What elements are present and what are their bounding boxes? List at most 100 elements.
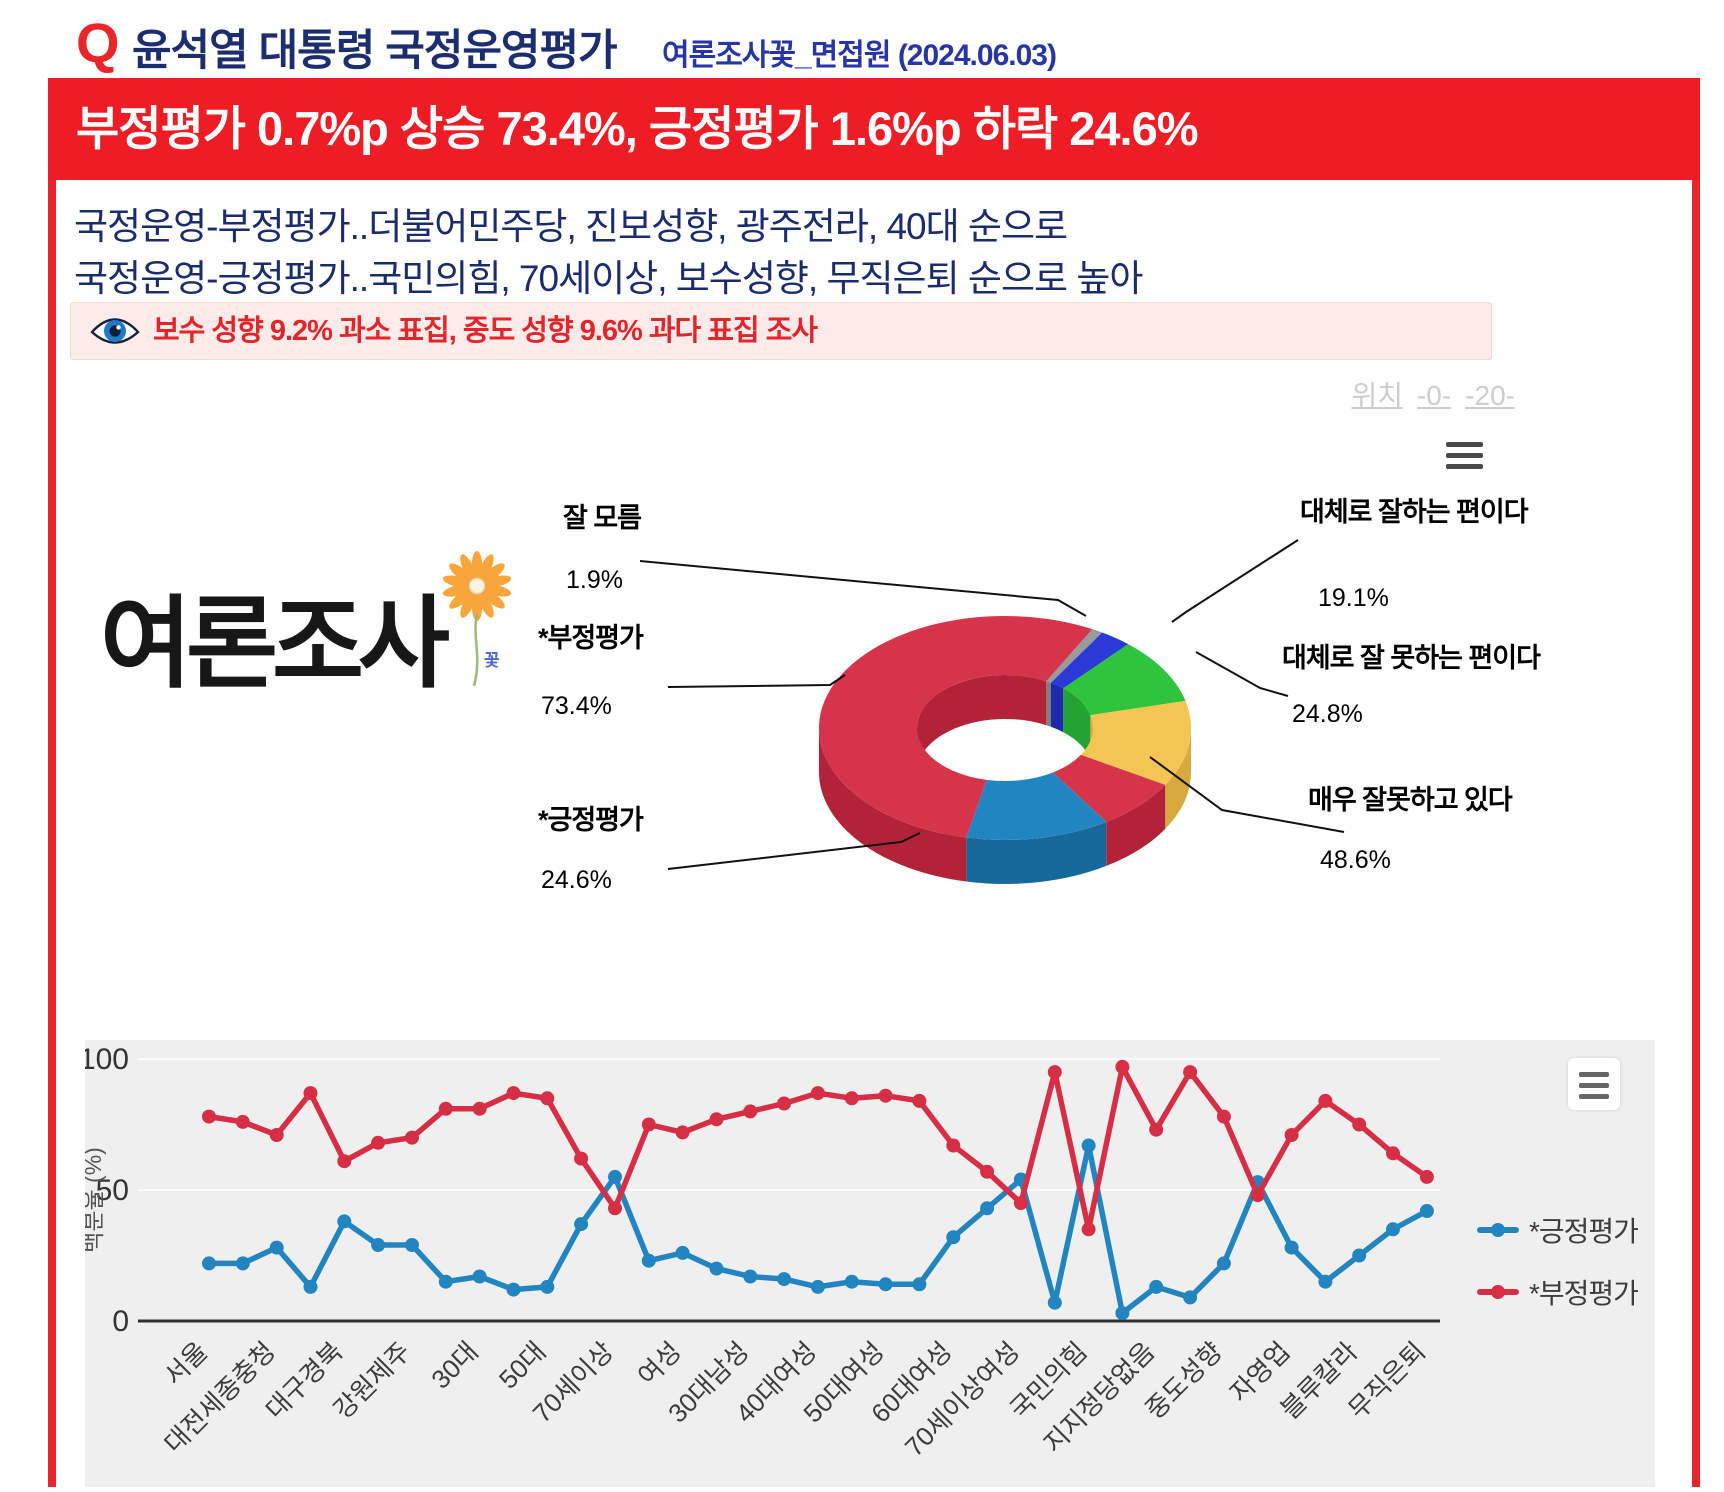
data-point[interactable] xyxy=(641,1117,656,1132)
data-point[interactable] xyxy=(878,1088,893,1103)
svg-text:0: 0 xyxy=(112,1305,129,1338)
data-point[interactable] xyxy=(1216,1109,1231,1124)
data-point[interactable] xyxy=(1284,1128,1299,1142)
data-point[interactable] xyxy=(641,1253,656,1268)
donut-chart xyxy=(818,615,1192,884)
data-point[interactable] xyxy=(980,1164,995,1179)
data-point[interactable] xyxy=(438,1101,453,1116)
donut-value: 24.6% xyxy=(541,866,612,894)
position-link-20[interactable]: -20- xyxy=(1465,380,1515,411)
data-point[interactable] xyxy=(438,1274,453,1289)
line-chart-menu-icon[interactable] xyxy=(1568,1058,1620,1110)
data-point[interactable] xyxy=(1183,1290,1198,1305)
data-point[interactable] xyxy=(1183,1065,1198,1080)
data-point[interactable] xyxy=(608,1169,622,1184)
position-link-0[interactable]: -0- xyxy=(1416,380,1452,411)
data-point[interactable] xyxy=(235,1114,250,1129)
data-point[interactable] xyxy=(1419,1169,1434,1184)
data-point[interactable] xyxy=(405,1130,419,1145)
data-point[interactable] xyxy=(675,1245,690,1260)
data-point[interactable] xyxy=(810,1279,825,1294)
legend-item-positive[interactable]: *긍정평가 xyxy=(1477,1210,1639,1250)
data-point[interactable] xyxy=(1318,1093,1333,1108)
data-point[interactable] xyxy=(1352,1248,1367,1263)
data-point[interactable] xyxy=(743,1269,758,1284)
data-point[interactable] xyxy=(574,1151,589,1166)
data-point[interactable] xyxy=(506,1086,521,1101)
data-point[interactable] xyxy=(1352,1117,1367,1132)
data-point[interactable] xyxy=(269,1128,284,1142)
donut-slice[interactable] xyxy=(818,615,1093,838)
data-point[interactable] xyxy=(1115,1059,1130,1074)
data-point[interactable] xyxy=(1318,1274,1333,1289)
data-point[interactable] xyxy=(1047,1295,1062,1310)
data-point[interactable] xyxy=(878,1277,893,1292)
data-point[interactable] xyxy=(472,1101,487,1116)
donut-slice[interactable] xyxy=(1063,644,1186,716)
donut-slice[interactable] xyxy=(1052,754,1166,822)
data-point[interactable] xyxy=(1081,1138,1096,1153)
data-point[interactable] xyxy=(946,1138,961,1153)
data-point[interactable] xyxy=(472,1269,487,1284)
data-point[interactable] xyxy=(844,1274,859,1289)
data-point[interactable] xyxy=(1386,1146,1400,1161)
data-point[interactable] xyxy=(540,1091,555,1106)
data-point[interactable] xyxy=(844,1091,859,1106)
donut-label: *긍정평가 xyxy=(538,805,644,835)
data-point[interactable] xyxy=(1250,1188,1265,1203)
legend-item-negative[interactable]: *부정평가 xyxy=(1477,1272,1639,1312)
data-point[interactable] xyxy=(202,1109,216,1124)
data-point[interactable] xyxy=(1419,1204,1434,1218)
summary-line-1: 국정운영-부정평가..더불어민주당, 진보성향, 광주전라, 40대 순으로 xyxy=(74,206,1068,247)
sampling-notice-text: 보수 성향 9.2% 과소 표집, 중도 성향 9.6% 과다 표집 조사 xyxy=(153,315,818,347)
donut-chart-menu-icon[interactable] xyxy=(1446,442,1483,475)
question-mark: Q xyxy=(76,11,120,74)
data-point[interactable] xyxy=(675,1125,690,1140)
page-border-right xyxy=(1692,78,1700,1487)
data-point[interactable] xyxy=(337,1154,352,1169)
data-point[interactable] xyxy=(1047,1065,1062,1080)
data-point[interactable] xyxy=(405,1238,419,1252)
data-point[interactable] xyxy=(810,1086,825,1101)
svg-text:백분율 (%): 백분율 (%) xyxy=(85,1147,106,1253)
data-point[interactable] xyxy=(912,1093,927,1108)
donut-value: 73.4% xyxy=(541,692,612,720)
data-point[interactable] xyxy=(1216,1256,1231,1271)
data-point[interactable] xyxy=(743,1104,758,1119)
donut-slice[interactable] xyxy=(1046,629,1103,683)
donut-value: 19.1% xyxy=(1318,584,1389,612)
data-point[interactable] xyxy=(540,1279,555,1294)
data-point[interactable] xyxy=(1149,1122,1164,1137)
data-point[interactable] xyxy=(371,1135,386,1150)
data-point[interactable] xyxy=(269,1240,284,1255)
data-point[interactable] xyxy=(303,1086,318,1101)
eye-icon xyxy=(89,311,141,356)
page-title: 윤석열 대통령 국정운영평가 xyxy=(132,27,618,75)
data-point[interactable] xyxy=(1149,1279,1164,1294)
data-point[interactable] xyxy=(980,1201,995,1216)
data-point[interactable] xyxy=(235,1256,250,1271)
data-point[interactable] xyxy=(777,1272,792,1287)
data-point[interactable] xyxy=(303,1279,318,1294)
data-point[interactable] xyxy=(1013,1196,1028,1211)
data-point[interactable] xyxy=(506,1282,521,1297)
donut-slice[interactable] xyxy=(1050,632,1129,689)
donut-label: 대체로 잘 못하는 편이다 xyxy=(1282,643,1541,673)
summary-line-2: 국정운영-긍정평가..국민의힘, 70세이상, 보수성향, 무직은퇴 순으로 높… xyxy=(74,258,1143,299)
data-point[interactable] xyxy=(574,1217,589,1232)
data-point[interactable] xyxy=(1081,1222,1096,1237)
data-point[interactable] xyxy=(337,1214,352,1229)
data-point[interactable] xyxy=(912,1277,927,1292)
donut-slice[interactable] xyxy=(966,772,1107,840)
data-point[interactable] xyxy=(777,1096,792,1111)
data-point[interactable] xyxy=(608,1201,622,1216)
data-point[interactable] xyxy=(709,1261,724,1276)
data-point[interactable] xyxy=(371,1238,386,1252)
page-subtitle: 여론조사꽃_면접원 (2024.06.03) xyxy=(662,39,1057,72)
data-point[interactable] xyxy=(1284,1240,1299,1255)
data-point[interactable] xyxy=(1115,1306,1130,1321)
data-point[interactable] xyxy=(202,1256,216,1271)
data-point[interactable] xyxy=(946,1230,961,1245)
data-point[interactable] xyxy=(1386,1222,1400,1237)
data-point[interactable] xyxy=(709,1112,724,1127)
